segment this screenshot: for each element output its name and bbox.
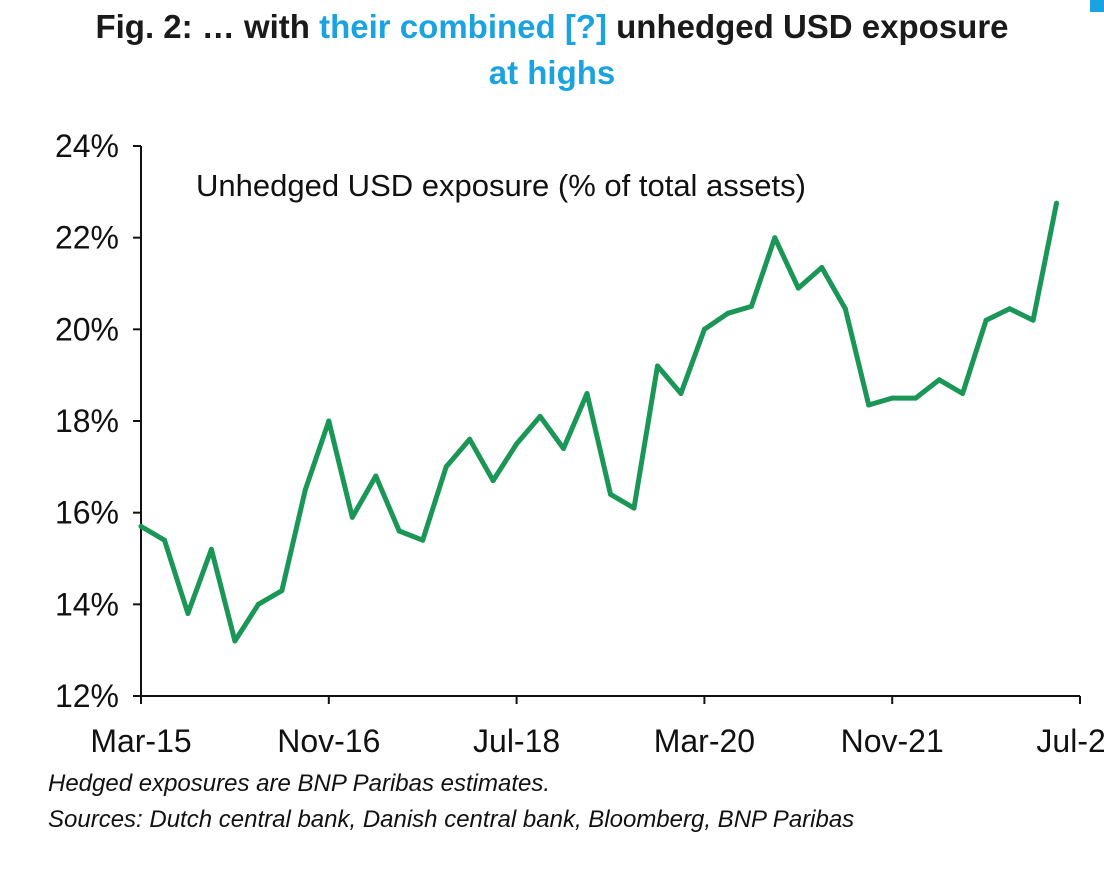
footer-sources: Sources: Dutch central bank, Danish cent…: [48, 806, 855, 833]
data-point: [889, 395, 895, 401]
data-point: [631, 505, 637, 511]
title-suffix: unhedged USD exposure: [606, 8, 1009, 45]
data-point: [208, 546, 214, 552]
y-tick-label: 14%: [55, 586, 119, 622]
data-point: [1007, 306, 1013, 312]
data-point: [373, 473, 379, 479]
data-point: [467, 436, 473, 442]
series-group: [138, 200, 1059, 644]
data-point: [279, 588, 285, 594]
y-tick-label: 12%: [55, 678, 119, 714]
data-point: [584, 391, 590, 396]
y-tick-label: 20%: [55, 311, 119, 347]
y-tick-label: 16%: [55, 495, 119, 531]
chart-footer: Hedged exposures are BNP Paribas estimat…: [48, 766, 1088, 838]
data-point: [349, 514, 355, 520]
data-point: [1030, 317, 1036, 323]
data-point: [396, 528, 402, 534]
title-highlight: their combined [?]: [319, 8, 607, 45]
data-point: [443, 464, 449, 470]
x-tick-label: Nov-16: [277, 723, 380, 759]
chart-annotation: Unhedged USD exposure (% of total assets…: [196, 168, 806, 203]
data-point: [302, 487, 308, 493]
data-point: [819, 265, 825, 270]
data-point: [185, 611, 191, 616]
x-tick-label: Jul-18: [473, 723, 560, 759]
data-point: [936, 377, 942, 383]
data-point: [255, 601, 261, 607]
data-point: [326, 418, 332, 424]
data-point: [655, 363, 660, 369]
chart-title: Fig. 2: … with their combined [?] unhedg…: [0, 4, 1104, 96]
y-tick-label: 22%: [55, 220, 119, 256]
data-point: [913, 395, 919, 401]
data-point: [748, 303, 754, 309]
line-chart: 12% 14% 16% 18% 20% 22% 24% Mar-15 Nov-16 Jul-18…: [55, 128, 1104, 759]
x-tick-label: Nov-21: [841, 723, 944, 759]
x-tick-label: Jul-23: [1036, 723, 1104, 759]
data-point: [678, 391, 684, 396]
data-point: [772, 235, 778, 241]
title-prefix: Fig. 2: … with: [95, 8, 320, 45]
chart-title-line2: at highs: [488, 54, 616, 91]
y-axis: 12% 14% 16% 18% 20% 22% 24%: [55, 128, 142, 714]
data-point: [725, 310, 731, 316]
data-point: [514, 441, 520, 447]
data-point: [232, 638, 238, 644]
data-point: [960, 391, 966, 396]
data-point: [701, 326, 707, 332]
data-point: [795, 285, 801, 291]
chart-title-line1: Fig. 2: … with their combined [?] unhedg…: [0, 4, 1104, 50]
footer-note: Hedged exposures are BNP Paribas estimat…: [48, 770, 551, 797]
data-point: [490, 478, 496, 484]
data-point: [842, 306, 848, 312]
data-point: [866, 402, 872, 408]
series-line-unhedged-usd-exposure: [138, 200, 1059, 644]
data-point: [138, 523, 144, 529]
y-tick-label: 24%: [55, 128, 119, 164]
data-point: [608, 491, 613, 497]
data-point: [420, 537, 426, 543]
data-point: [983, 317, 989, 323]
brand-corner-mark: [1090, 0, 1104, 12]
data-point: [561, 446, 566, 451]
x-tick-label: Mar-15: [90, 723, 191, 759]
data-point: [537, 413, 543, 419]
data-point: [162, 537, 167, 543]
y-tick-label: 18%: [55, 403, 119, 439]
x-axis: Mar-15 Nov-16 Jul-18 Mar-20 Nov-21 Jul-23: [90, 695, 1104, 759]
data-point: [1054, 200, 1059, 206]
x-tick-label: Mar-20: [654, 723, 755, 759]
